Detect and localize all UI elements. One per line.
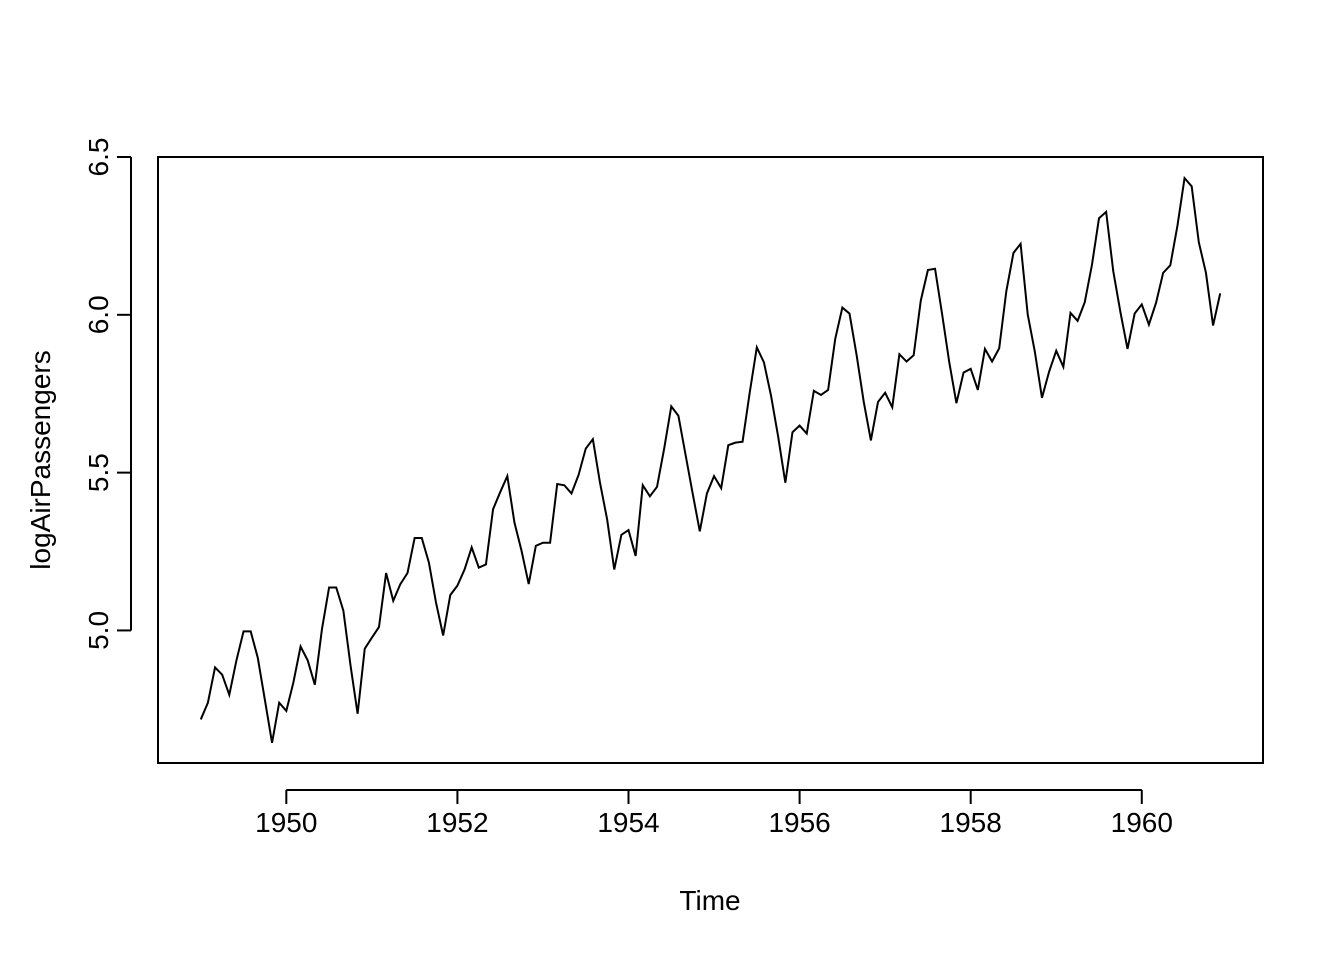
x-tick-label: 1958: [940, 807, 1002, 838]
x-axis: 1950 1952 1954 1956 1958 1960: [255, 789, 1173, 838]
y-axis-label: logAirPassengers: [25, 350, 56, 569]
y-tick-label: 5.5: [83, 453, 114, 492]
x-axis-label: Time: [679, 885, 740, 916]
x-tick-label: 1954: [597, 807, 659, 838]
x-tick-label: 1950: [255, 807, 317, 838]
x-tick-label: 1952: [426, 807, 488, 838]
x-tick-label: 1960: [1111, 807, 1173, 838]
y-tick-label: 6.0: [83, 295, 114, 334]
plot-frame: [157, 156, 1264, 764]
y-tick-label: 6.5: [83, 138, 114, 177]
series-line: [199, 175, 1222, 743]
y-axis: 5.0 5.5 6.0 6.5: [83, 138, 132, 650]
y-tick-label: 5.0: [83, 611, 114, 650]
x-tick-label: 1956: [768, 807, 830, 838]
